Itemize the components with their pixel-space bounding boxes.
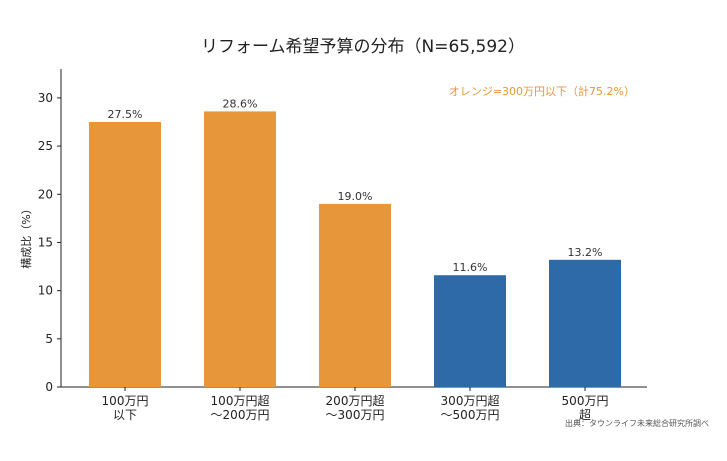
bar: [434, 275, 506, 387]
x-tick-label-line: 以下: [113, 408, 137, 422]
y-tick-label: 15: [38, 235, 53, 249]
bar-value-label: 27.5%: [108, 108, 143, 121]
y-tick-label: 25: [38, 139, 53, 153]
x-tick-label: 100万円以下: [102, 394, 149, 422]
x-tick-label-line: 100万円: [102, 394, 149, 408]
x-tick-label: 200万円超～300万円: [326, 393, 385, 422]
y-tick-label: 30: [38, 91, 53, 105]
source-note: 出典：タウンライフ未来総合研究所調べ: [565, 418, 709, 428]
x-tick-label-line: 300万円超: [441, 393, 500, 408]
x-tick-label-line: 500万円: [562, 394, 609, 408]
x-tick-label-line: 超: [579, 407, 591, 422]
x-tick-label-line: ～300万円: [326, 408, 385, 422]
bar: [319, 203, 391, 387]
x-tick-label: 100万円超～200万円: [211, 393, 270, 422]
x-tick-label-line: 100万円超: [211, 393, 270, 408]
y-tick-label: 5: [45, 332, 53, 346]
chart-annotation: オレンジ=300万円以下（計75.2%）: [449, 84, 635, 98]
x-tick-label: 300万円超～500万円: [441, 393, 500, 422]
y-tick-label: 20: [38, 187, 53, 201]
x-tick-label-line: ～500万円: [441, 408, 500, 422]
bar-value-label: 19.0%: [338, 190, 373, 203]
bar: [204, 111, 276, 388]
bar-value-label: 28.6%: [223, 97, 258, 110]
y-axis-label: 構成比（%）: [20, 203, 33, 268]
x-tick-label: 500万円超: [562, 394, 609, 422]
x-tick-label-line: 200万円超: [326, 393, 385, 408]
bar: [89, 122, 161, 387]
y-tick-label: 0: [45, 380, 53, 394]
bar: [549, 259, 621, 387]
x-tick-label-line: ～200万円: [211, 408, 270, 422]
y-tick-label: 10: [38, 284, 53, 298]
bar-value-label: 11.6%: [453, 261, 488, 274]
chart-title: リフォーム希望予算の分布（N=65,592）: [201, 37, 525, 57]
bar-value-label: 13.2%: [568, 246, 603, 259]
